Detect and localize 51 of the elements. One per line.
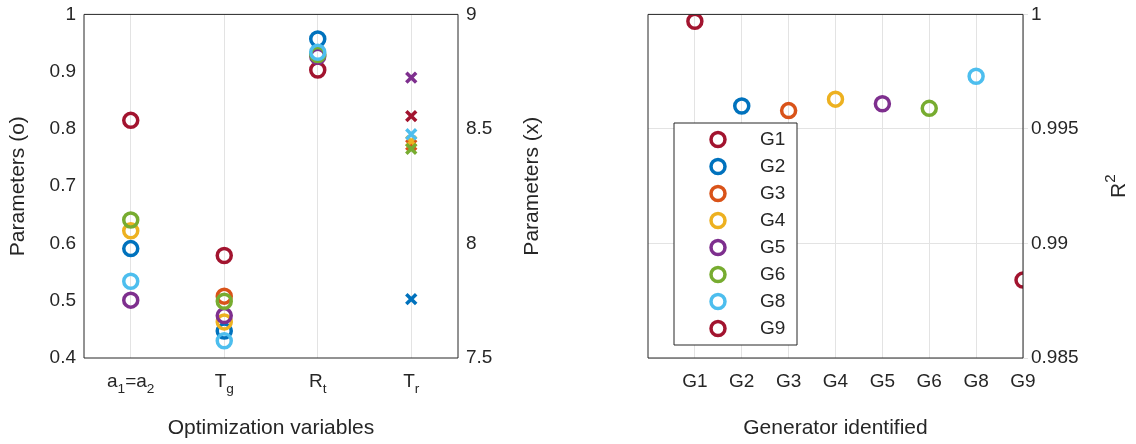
point	[122, 211, 140, 229]
point	[122, 239, 140, 258]
y-tick-label: 1	[65, 2, 76, 24]
point	[920, 99, 938, 118]
point	[733, 97, 751, 115]
x-tick-label: G3	[775, 370, 802, 392]
point	[215, 246, 233, 265]
x-axis-title: Generator identified	[743, 414, 928, 438]
x-tick-label: G8	[963, 370, 989, 392]
legend-label: G8	[760, 289, 786, 311]
legend-label: G3	[760, 181, 786, 203]
y-tick-label: 0.8	[49, 117, 76, 139]
y2-tick-label: 9	[466, 2, 477, 24]
point	[215, 332, 233, 350]
y-tick-label: 0.985	[1031, 346, 1079, 368]
legend-label: G2	[760, 154, 786, 176]
y-tick-label: 0.9	[49, 59, 76, 81]
y-tick-label: 0.99	[1031, 231, 1068, 253]
x-tick-label: G6	[916, 370, 942, 392]
y-tick-label: 0.4	[49, 346, 77, 368]
y2-tick-label: 8.5	[466, 117, 493, 139]
legend-label: G5	[760, 235, 786, 257]
y2-tick-label: 8	[466, 231, 477, 253]
x-tick-label: G9	[1010, 370, 1036, 392]
x-tick-label: G5	[869, 370, 896, 392]
point	[873, 94, 892, 113]
point	[779, 101, 798, 120]
legend-label: G1	[760, 127, 786, 149]
y-axis-title: R2	[1100, 174, 1129, 198]
legend-label: G6	[760, 262, 786, 284]
y-axis-title: Parameters (o)	[4, 116, 28, 257]
y2-tick-label: 7.5	[466, 346, 493, 368]
y-tick-label: 0.995	[1031, 117, 1079, 139]
point	[826, 90, 845, 108]
x-tick-label: G4	[822, 370, 849, 392]
y2-axis-title: Parameters (x)	[518, 116, 542, 256]
point	[967, 67, 985, 85]
point	[122, 272, 140, 291]
point	[122, 111, 140, 130]
x-tick-label: G1	[682, 370, 708, 392]
point	[215, 292, 233, 311]
legend-label: G9	[760, 316, 786, 338]
point	[686, 14, 704, 31]
y-tick-label: 0.6	[49, 231, 76, 253]
legend-label: G4	[760, 208, 786, 230]
point	[122, 291, 140, 309]
y-tick-label: 0.7	[49, 174, 76, 196]
x-tick-label: G2	[729, 370, 755, 392]
y-tick-label: 0.5	[49, 288, 76, 310]
y-tick-label: 1	[1031, 2, 1042, 24]
x-axis-title: Optimization variables	[167, 414, 375, 438]
